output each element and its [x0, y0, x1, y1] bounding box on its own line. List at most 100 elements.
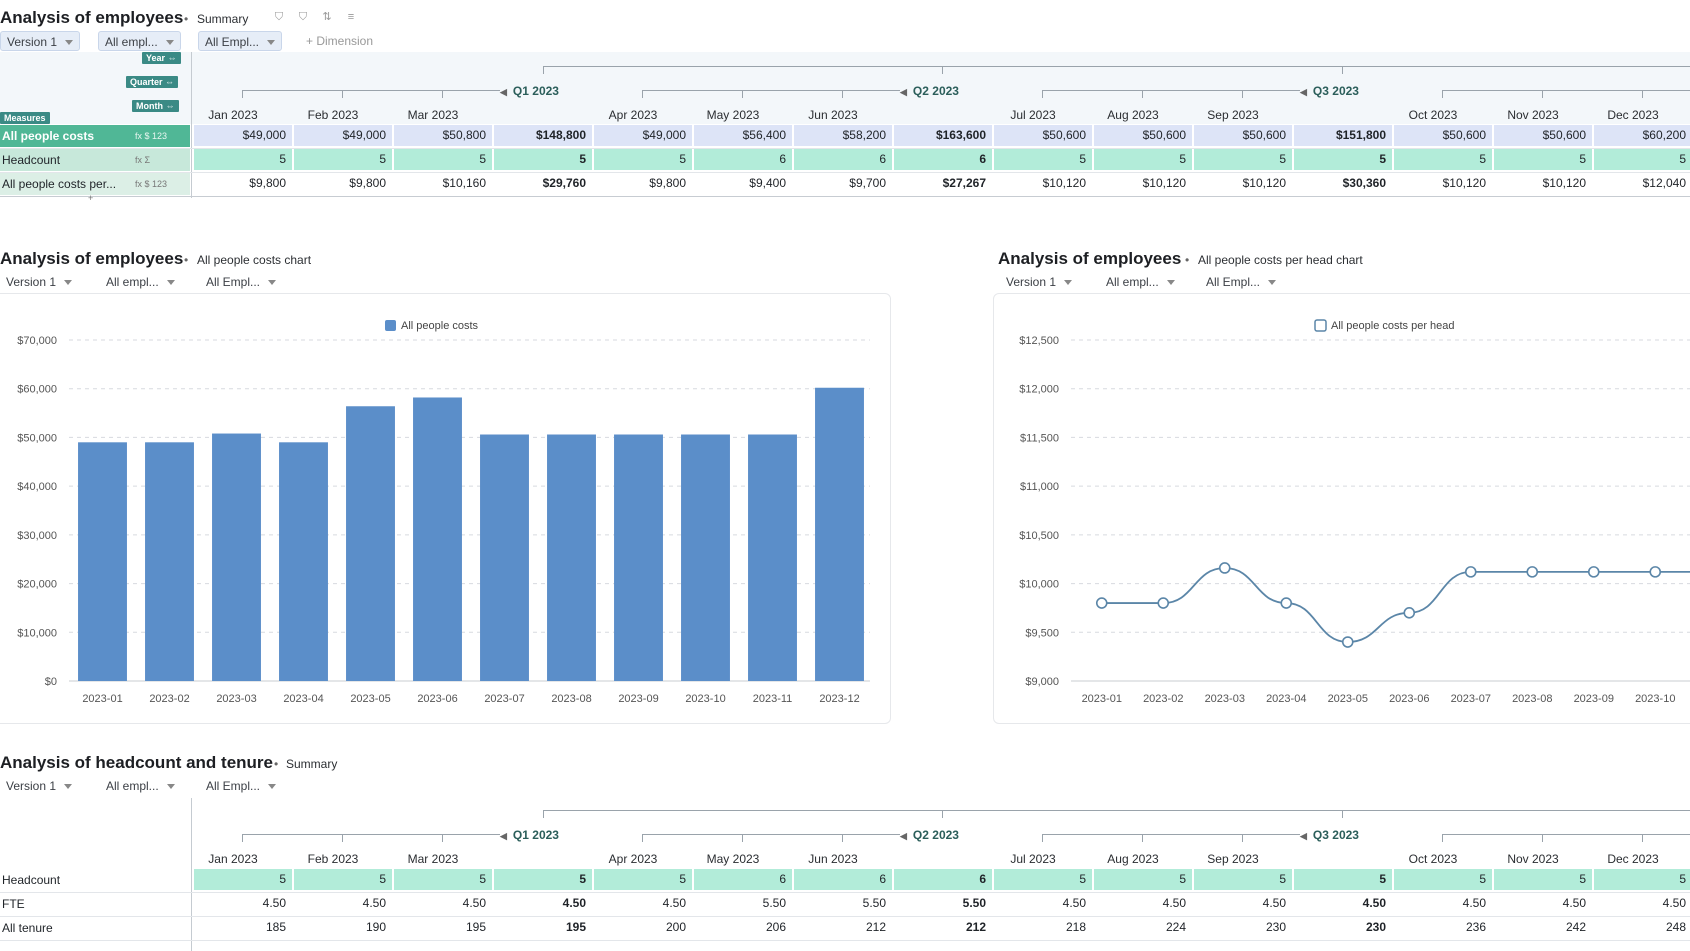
data-cell[interactable]: 4.50: [1494, 893, 1592, 914]
dim-tag-year[interactable]: Year ⇔: [142, 52, 181, 64]
data-cell[interactable]: 5: [294, 869, 392, 890]
data-cell[interactable]: 5: [194, 149, 292, 170]
data-cell[interactable]: $151,800: [1294, 125, 1392, 146]
data-cell[interactable]: $9,700: [794, 173, 892, 194]
data-cell[interactable]: $9,400: [694, 173, 792, 194]
data-cell[interactable]: 212: [894, 917, 992, 938]
data-cell[interactable]: $50,600: [1494, 125, 1592, 146]
data-cell[interactable]: 5: [1394, 149, 1492, 170]
chart1-employee-filter[interactable]: All empl...: [100, 272, 181, 292]
data-cell[interactable]: 5: [494, 869, 592, 890]
employee-filter[interactable]: All empl...: [98, 31, 181, 51]
data-cell[interactable]: $27,267: [894, 173, 992, 194]
quarter-header[interactable]: ◀ Q3 2023: [1300, 84, 1359, 98]
bottom-employee-filter[interactable]: All empl...: [100, 776, 181, 796]
data-cell[interactable]: $56,400: [694, 125, 792, 146]
bottom-version-filter[interactable]: Version 1: [0, 776, 78, 796]
data-cell[interactable]: 5: [394, 869, 492, 890]
sort-icon[interactable]: ≡: [347, 11, 355, 23]
data-cell[interactable]: $10,120: [1494, 173, 1592, 194]
data-cell[interactable]: 6: [694, 869, 792, 890]
pivot-icon[interactable]: ⇅: [322, 11, 332, 23]
data-cell[interactable]: 5: [1594, 869, 1690, 890]
quarter-header[interactable]: ◀ Q3 2023: [1300, 828, 1359, 842]
data-cell[interactable]: 6: [794, 869, 892, 890]
data-cell[interactable]: 185: [194, 917, 292, 938]
filter-icon[interactable]: ⛉: [274, 11, 284, 23]
data-cell[interactable]: 5: [1094, 869, 1192, 890]
row-label[interactable]: Headcount: [0, 149, 190, 171]
data-cell[interactable]: $50,600: [1194, 125, 1292, 146]
quarter-header[interactable]: ◀ Q1 2023: [500, 828, 559, 842]
data-cell[interactable]: 5: [1294, 149, 1392, 170]
data-cell[interactable]: 4.50: [1094, 893, 1192, 914]
data-cell[interactable]: $10,120: [1194, 173, 1292, 194]
chart1-version-filter[interactable]: Version 1: [0, 272, 78, 292]
data-cell[interactable]: 200: [594, 917, 692, 938]
data-cell[interactable]: 5: [1194, 149, 1292, 170]
row-label[interactable]: All people costs per...: [0, 173, 190, 195]
data-cell[interactable]: $49,000: [294, 125, 392, 146]
data-cell[interactable]: 5: [1294, 869, 1392, 890]
data-cell[interactable]: 4.50: [294, 893, 392, 914]
row-label[interactable]: FTE: [2, 897, 25, 911]
dim-tag-month[interactable]: Month ⇔: [132, 100, 179, 112]
data-cell[interactable]: 4.50: [1594, 893, 1690, 914]
data-cell[interactable]: 4.50: [394, 893, 492, 914]
data-cell[interactable]: $10,120: [1394, 173, 1492, 194]
data-cell[interactable]: 5: [1494, 869, 1592, 890]
chart2-version-filter[interactable]: Version 1: [1000, 272, 1078, 292]
data-cell[interactable]: 4.50: [1294, 893, 1392, 914]
data-cell[interactable]: $58,200: [794, 125, 892, 146]
data-cell[interactable]: 5: [1194, 869, 1292, 890]
data-cell[interactable]: 190: [294, 917, 392, 938]
collapse-left-icon[interactable]: ◀: [1300, 831, 1307, 841]
data-cell[interactable]: 5.50: [794, 893, 892, 914]
version-filter[interactable]: Version 1: [0, 31, 81, 51]
data-cell[interactable]: 5: [594, 869, 692, 890]
data-cell[interactable]: 6: [894, 869, 992, 890]
data-cell[interactable]: $10,120: [1094, 173, 1192, 194]
data-cell[interactable]: $60,200: [1594, 125, 1690, 146]
bottom-employment-filter[interactable]: All Empl...: [200, 776, 282, 796]
data-cell[interactable]: $50,600: [994, 125, 1092, 146]
filter-settings-icon[interactable]: ⛉: [298, 11, 308, 23]
data-cell[interactable]: 236: [1394, 917, 1492, 938]
data-cell[interactable]: 5: [594, 149, 692, 170]
collapse-left-icon[interactable]: ◀: [500, 87, 507, 97]
data-cell[interactable]: 224: [1094, 917, 1192, 938]
data-cell[interactable]: $10,160: [394, 173, 492, 194]
data-cell[interactable]: $50,800: [394, 125, 492, 146]
data-cell[interactable]: $163,600: [894, 125, 992, 146]
data-cell[interactable]: $9,800: [594, 173, 692, 194]
data-cell[interactable]: 6: [794, 149, 892, 170]
data-cell[interactable]: $10,120: [994, 173, 1092, 194]
data-cell[interactable]: $49,000: [594, 125, 692, 146]
data-cell[interactable]: $50,600: [1394, 125, 1492, 146]
data-cell[interactable]: 5: [394, 149, 492, 170]
data-cell[interactable]: 4.50: [594, 893, 692, 914]
data-cell[interactable]: $29,760: [494, 173, 592, 194]
row-label[interactable]: Headcount: [2, 873, 61, 887]
data-cell[interactable]: 242: [1494, 917, 1592, 938]
collapse-left-icon[interactable]: ◀: [900, 87, 907, 97]
data-cell[interactable]: 206: [694, 917, 792, 938]
data-cell[interactable]: 230: [1294, 917, 1392, 938]
data-cell[interactable]: 4.50: [1194, 893, 1292, 914]
data-cell[interactable]: 5: [994, 869, 1092, 890]
data-cell[interactable]: 5: [1394, 869, 1492, 890]
data-cell[interactable]: 248: [1594, 917, 1690, 938]
data-cell[interactable]: $9,800: [294, 173, 392, 194]
chart2-employee-filter[interactable]: All empl...: [1100, 272, 1181, 292]
employment-filter[interactable]: All Empl...: [198, 31, 283, 51]
data-cell[interactable]: $148,800: [494, 125, 592, 146]
data-cell[interactable]: $12,040: [1594, 173, 1690, 194]
data-cell[interactable]: 5.50: [694, 893, 792, 914]
data-cell[interactable]: 212: [794, 917, 892, 938]
data-cell[interactable]: 5: [194, 869, 292, 890]
chart2-employment-filter[interactable]: All Empl...: [1200, 272, 1282, 292]
data-cell[interactable]: 5: [294, 149, 392, 170]
data-cell[interactable]: 6: [694, 149, 792, 170]
collapse-left-icon[interactable]: ◀: [900, 831, 907, 841]
dim-tag-measures[interactable]: Measures: [0, 112, 50, 124]
